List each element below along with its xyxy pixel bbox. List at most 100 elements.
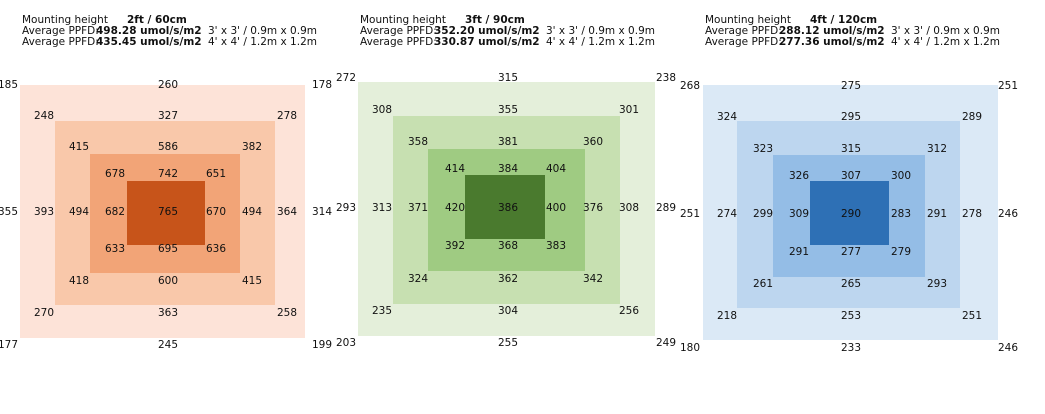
ppfd-reading-outer-tl: 268 bbox=[679, 80, 701, 92]
ppfd-reading-ring2-l: 299 bbox=[752, 208, 774, 220]
ppfd-reading-outer-r: 289 bbox=[655, 202, 677, 214]
ppfd-reading-ring2-r: 376 bbox=[582, 202, 604, 214]
ppfd-reading-ring1-t: 295 bbox=[840, 111, 862, 123]
ppfd-reading-ring2-t: 586 bbox=[157, 141, 179, 153]
ppfd-reading-ring3-r: 283 bbox=[890, 208, 912, 220]
mounting-height-value: 2ft / 60cm bbox=[127, 14, 187, 26]
ppfd-reading-ring1-bl: 218 bbox=[716, 310, 738, 322]
ppfd-reading-ring2-bl: 261 bbox=[752, 278, 774, 290]
ppfd-reading-ring3-l: 309 bbox=[788, 208, 810, 220]
ppfd-reading-ring2-t: 315 bbox=[840, 143, 862, 155]
ppfd-reading-ring1-tl: 308 bbox=[371, 104, 393, 116]
ppfd-reading-outer-tr: 178 bbox=[311, 79, 333, 91]
ppfd-reading-ring1-b: 363 bbox=[157, 307, 179, 319]
ppfd-reading-ring3-t: 384 bbox=[497, 163, 519, 175]
ppfd-reading-ring1-t: 355 bbox=[497, 104, 519, 116]
ppfd-reading-ring3-b: 277 bbox=[840, 246, 862, 258]
area-size-4x4: 4' x 4' / 1.2m x 1.2m bbox=[546, 36, 655, 48]
ppfd-reading-outer-b: 245 bbox=[157, 339, 179, 351]
ppfd-reading-ring2-bl: 418 bbox=[68, 275, 90, 287]
ppfd-reading-outer-l: 293 bbox=[335, 202, 357, 214]
ppfd-value-4x4: 435.45 umol/s/m2 bbox=[96, 36, 202, 48]
ppfd-value-4x4: 277.36 umol/s/m2 bbox=[779, 36, 885, 48]
ppfd-value-4x4: 330.87 umol/s/m2 bbox=[434, 36, 540, 48]
ppfd-reading-ring3-r: 400 bbox=[545, 202, 567, 214]
ppfd-reading-ring1-br: 251 bbox=[961, 310, 983, 322]
ppfd-reading-ring3-tr: 300 bbox=[890, 170, 912, 182]
ppfd-reading-ring1-r: 308 bbox=[618, 202, 640, 214]
ppfd-label-3x3: Average PPFD: bbox=[705, 25, 782, 37]
ppfd-reading-ring3-tl: 678 bbox=[104, 168, 126, 180]
ppfd-zone-center bbox=[127, 181, 205, 245]
ppfd-reading-ring3-t: 307 bbox=[840, 170, 862, 182]
ppfd-reading-ring2-t: 381 bbox=[497, 136, 519, 148]
ppfd-reading-ring2-bl: 324 bbox=[407, 273, 429, 285]
ppfd-reading-ring2-b: 362 bbox=[497, 273, 519, 285]
ppfd-reading-outer-br: 199 bbox=[311, 339, 333, 351]
ppfd-reading-ring2-l: 494 bbox=[68, 206, 90, 218]
ppfd-reading-outer-l: 251 bbox=[679, 208, 701, 220]
ppfd-zone-center bbox=[465, 175, 545, 239]
ppfd-reading-ring2-tr: 382 bbox=[241, 141, 263, 153]
ppfd-reading-outer-tl: 272 bbox=[335, 72, 357, 84]
ppfd-reading-ring3-bl: 392 bbox=[444, 240, 466, 252]
ppfd-reading-outer-r: 314 bbox=[311, 206, 333, 218]
ppfd-reading-outer-br: 249 bbox=[655, 337, 677, 349]
area-size-3x3: 3' x 3' / 0.9m x 0.9m bbox=[546, 25, 655, 37]
ppfd-reading-center: 765 bbox=[157, 206, 179, 218]
ppfd-reading-ring1-b: 304 bbox=[497, 305, 519, 317]
ppfd-reading-ring3-br: 636 bbox=[205, 243, 227, 255]
area-size-4x4: 4' x 4' / 1.2m x 1.2m bbox=[891, 36, 1000, 48]
ppfd-reading-ring2-tr: 360 bbox=[582, 136, 604, 148]
ppfd-reading-outer-bl: 203 bbox=[335, 337, 357, 349]
ppfd-reading-outer-br: 246 bbox=[997, 342, 1019, 354]
ppfd-reading-ring1-tl: 248 bbox=[33, 110, 55, 122]
ppfd-reading-ring2-tl: 358 bbox=[407, 136, 429, 148]
ppfd-reading-ring1-r: 364 bbox=[276, 206, 298, 218]
ppfd-reading-ring2-l: 371 bbox=[407, 202, 429, 214]
ppfd-value-3x3: 352.20 umol/s/m2 bbox=[434, 25, 540, 37]
ppfd-label-4x4: Average PPFD: bbox=[22, 36, 99, 48]
ppfd-reading-ring2-b: 600 bbox=[157, 275, 179, 287]
ppfd-value-3x3: 288.12 umol/s/m2 bbox=[779, 25, 885, 37]
ppfd-label-4x4: Average PPFD: bbox=[360, 36, 437, 48]
ppfd-reading-ring3-tr: 651 bbox=[205, 168, 227, 180]
area-size-4x4: 4' x 4' / 1.2m x 1.2m bbox=[208, 36, 317, 48]
ppfd-reading-ring1-bl: 235 bbox=[371, 305, 393, 317]
ppfd-reading-outer-t: 260 bbox=[157, 79, 179, 91]
ppfd-reading-ring3-tr: 404 bbox=[545, 163, 567, 175]
ppfd-reading-ring3-tl: 326 bbox=[788, 170, 810, 182]
ppfd-reading-ring3-t: 742 bbox=[157, 168, 179, 180]
ppfd-value-3x3: 498.28 umol/s/m2 bbox=[96, 25, 202, 37]
mounting-height-label: Mounting height bbox=[360, 14, 446, 26]
ppfd-reading-outer-bl: 180 bbox=[679, 342, 701, 354]
ppfd-reading-ring3-br: 279 bbox=[890, 246, 912, 258]
ppfd-reading-ring1-tl: 324 bbox=[716, 111, 738, 123]
ppfd-reading-ring1-br: 258 bbox=[276, 307, 298, 319]
ppfd-reading-center: 386 bbox=[497, 202, 519, 214]
mounting-height-label: Mounting height bbox=[705, 14, 791, 26]
mounting-height-value: 4ft / 120cm bbox=[810, 14, 878, 26]
ppfd-reading-outer-b: 233 bbox=[840, 342, 862, 354]
ppfd-reading-ring1-r: 278 bbox=[961, 208, 983, 220]
ppfd-reading-outer-t: 315 bbox=[497, 72, 519, 84]
ppfd-reading-ring3-bl: 291 bbox=[788, 246, 810, 258]
ppfd-reading-ring3-br: 383 bbox=[545, 240, 567, 252]
ppfd-reading-ring2-r: 291 bbox=[926, 208, 948, 220]
ppfd-reading-ring3-b: 695 bbox=[157, 243, 179, 255]
ppfd-reading-center: 290 bbox=[840, 208, 862, 220]
ppfd-reading-ring2-tl: 323 bbox=[752, 143, 774, 155]
ppfd-reading-ring2-br: 342 bbox=[582, 273, 604, 285]
ppfd-reading-outer-t: 275 bbox=[840, 80, 862, 92]
ppfd-reading-ring1-bl: 270 bbox=[33, 307, 55, 319]
ppfd-reading-outer-tr: 251 bbox=[997, 80, 1019, 92]
ppfd-reading-outer-r: 246 bbox=[997, 208, 1019, 220]
ppfd-label-3x3: Average PPFD: bbox=[360, 25, 437, 37]
ppfd-reading-ring2-br: 415 bbox=[241, 275, 263, 287]
area-size-3x3: 3' x 3' / 0.9m x 0.9m bbox=[208, 25, 317, 37]
ppfd-reading-outer-l: 355 bbox=[0, 206, 19, 218]
ppfd-reading-ring1-t: 327 bbox=[157, 110, 179, 122]
ppfd-reading-ring1-tr: 289 bbox=[961, 111, 983, 123]
ppfd-reading-ring1-l: 313 bbox=[371, 202, 393, 214]
ppfd-reading-ring3-l: 420 bbox=[444, 202, 466, 214]
